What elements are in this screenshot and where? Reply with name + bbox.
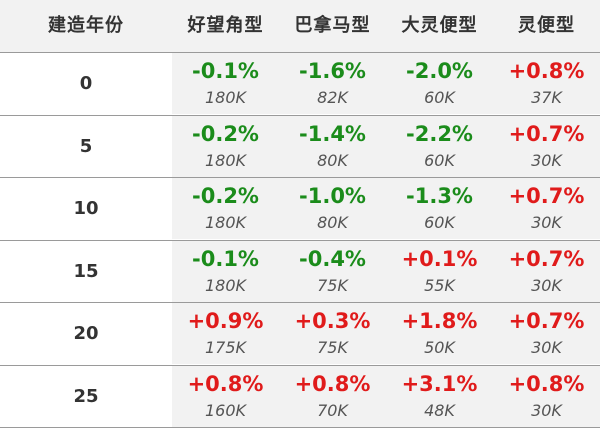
row-year: 5 [79, 135, 93, 157]
table-row: 0 -0.1% 180K -1.6% 82K -2.0% 60K +0.8% 37K [0, 52, 600, 114]
price-value: 37K [531, 88, 562, 107]
table-row: 5 -0.2% 180K -1.4% 80K -2.2% 60K +0.7% 30K [0, 114, 600, 177]
cell-capesize: -0.1% 180K [172, 53, 279, 114]
price-value: 75K [317, 338, 348, 357]
header-handysize: 灵便型 [518, 15, 575, 36]
cell-handysize: +0.7% 30K [493, 303, 600, 364]
price-value: 48K [424, 400, 455, 420]
row-shade [172, 240, 600, 302]
pct-change: +0.8% [508, 59, 585, 83]
cell-capesize: -0.1% 180K [172, 241, 279, 302]
pct-change: -2.2% [406, 121, 473, 146]
pct-change: +3.1% [401, 371, 478, 396]
table-bottom-rule [0, 427, 600, 428]
price-value: 75K [317, 275, 348, 295]
pct-change: +0.3% [294, 309, 371, 333]
pct-change: -0.1% [192, 246, 259, 271]
row-shade [172, 53, 600, 114]
price-value: 180K [204, 213, 247, 232]
cell-capesize: +0.9% 175K [172, 303, 279, 364]
table-row: 10 -0.2% 180K -1.0% 80K -1.3% 60K +0.7% 30K [0, 177, 600, 239]
header-capesize: 好望角型 [187, 15, 264, 36]
price-value: 55K [424, 275, 455, 295]
cell-capesize: +0.8% 160K [172, 366, 279, 427]
price-value: 80K [317, 150, 348, 170]
price-value: 180K [204, 275, 247, 295]
pct-change: -0.2% [192, 121, 259, 146]
pct-change: -1.6% [299, 59, 366, 83]
pct-change: +0.9% [187, 309, 264, 333]
cell-capesize: -0.2% 180K [172, 116, 279, 177]
price-value: 30K [531, 275, 562, 295]
cell-panamax: -1.6% 82K [279, 53, 386, 114]
pct-change: +0.7% [508, 121, 585, 146]
cell-supramax: +0.1% 55K [386, 241, 493, 302]
cell-panamax: +0.8% 70K [279, 366, 386, 427]
header-panamax: 巴拿马型 [294, 15, 371, 36]
table-row: 25 +0.8% 160K +0.8% 70K +3.1% 48K +0.8% 30K [0, 364, 600, 427]
pct-change: -1.0% [299, 184, 366, 208]
price-value: 30K [531, 213, 562, 232]
cell-handysize: +0.8% 30K [493, 366, 600, 427]
row-shade [172, 115, 600, 177]
pct-change: +0.7% [508, 309, 585, 333]
row-year: 10 [73, 198, 99, 219]
row-shade [172, 303, 600, 364]
pct-change: +0.8% [187, 371, 264, 396]
price-value: 180K [204, 88, 247, 107]
cell-panamax: -0.4% 75K [279, 241, 386, 302]
cell-supramax: -1.3% 60K [386, 178, 493, 239]
pct-change: +1.8% [401, 309, 478, 333]
pct-change: -2.0% [406, 59, 473, 83]
cell-supramax: +3.1% 48K [386, 366, 493, 427]
pct-change: -0.1% [192, 59, 259, 83]
cell-handysize: +0.7% 30K [493, 178, 600, 239]
table-header: 建造年份 好望角型 巴拿马型 大灵便型 灵便型 [0, 0, 600, 52]
table-row: 15 -0.1% 180K -0.4% 75K +0.1% 55K +0.7% 30K [0, 239, 600, 302]
row-year: 25 [73, 385, 99, 407]
price-value: 60K [424, 150, 455, 170]
price-value: 160K [204, 400, 247, 420]
pct-change: +0.1% [401, 246, 478, 271]
pct-change: -0.4% [299, 246, 366, 271]
cell-panamax: -1.0% 80K [279, 178, 386, 239]
price-value: 50K [424, 338, 455, 357]
pct-change: -1.4% [299, 121, 366, 146]
row-shade [172, 178, 600, 239]
price-value: 80K [317, 213, 348, 232]
pct-change: +0.8% [294, 371, 371, 396]
cell-supramax: +1.8% 50K [386, 303, 493, 364]
header-supramax: 大灵便型 [401, 15, 478, 36]
cell-panamax: +0.3% 75K [279, 303, 386, 364]
cell-supramax: -2.2% 60K [386, 116, 493, 177]
price-value: 175K [204, 338, 247, 357]
cell-handysize: +0.8% 37K [493, 53, 600, 114]
row-shade [172, 365, 600, 427]
price-value: 60K [424, 213, 455, 232]
price-value: 30K [531, 400, 562, 420]
price-value: 82K [317, 88, 348, 107]
price-value: 30K [531, 338, 562, 357]
row-year: 0 [79, 73, 93, 94]
header-year: 建造年份 [48, 15, 124, 36]
pct-change: +0.7% [508, 246, 585, 271]
cell-capesize: -0.2% 180K [172, 178, 279, 239]
table-row: 20 +0.9% 175K +0.3% 75K +1.8% 50K +0.7% 30K [0, 302, 600, 364]
pct-change: +0.7% [508, 184, 585, 208]
price-value: 70K [317, 400, 348, 420]
price-value: 180K [204, 150, 247, 170]
cell-handysize: +0.7% 30K [493, 116, 600, 177]
pct-change: -1.3% [406, 184, 473, 208]
cell-handysize: +0.7% 30K [493, 241, 600, 302]
price-value: 60K [424, 88, 455, 107]
cell-panamax: -1.4% 80K [279, 116, 386, 177]
pct-change: +0.8% [508, 371, 585, 396]
price-value: 30K [531, 150, 562, 170]
row-year: 15 [73, 260, 99, 282]
pct-change: -0.2% [192, 184, 259, 208]
cell-supramax: -2.0% 60K [386, 53, 493, 114]
row-year: 20 [73, 323, 99, 344]
